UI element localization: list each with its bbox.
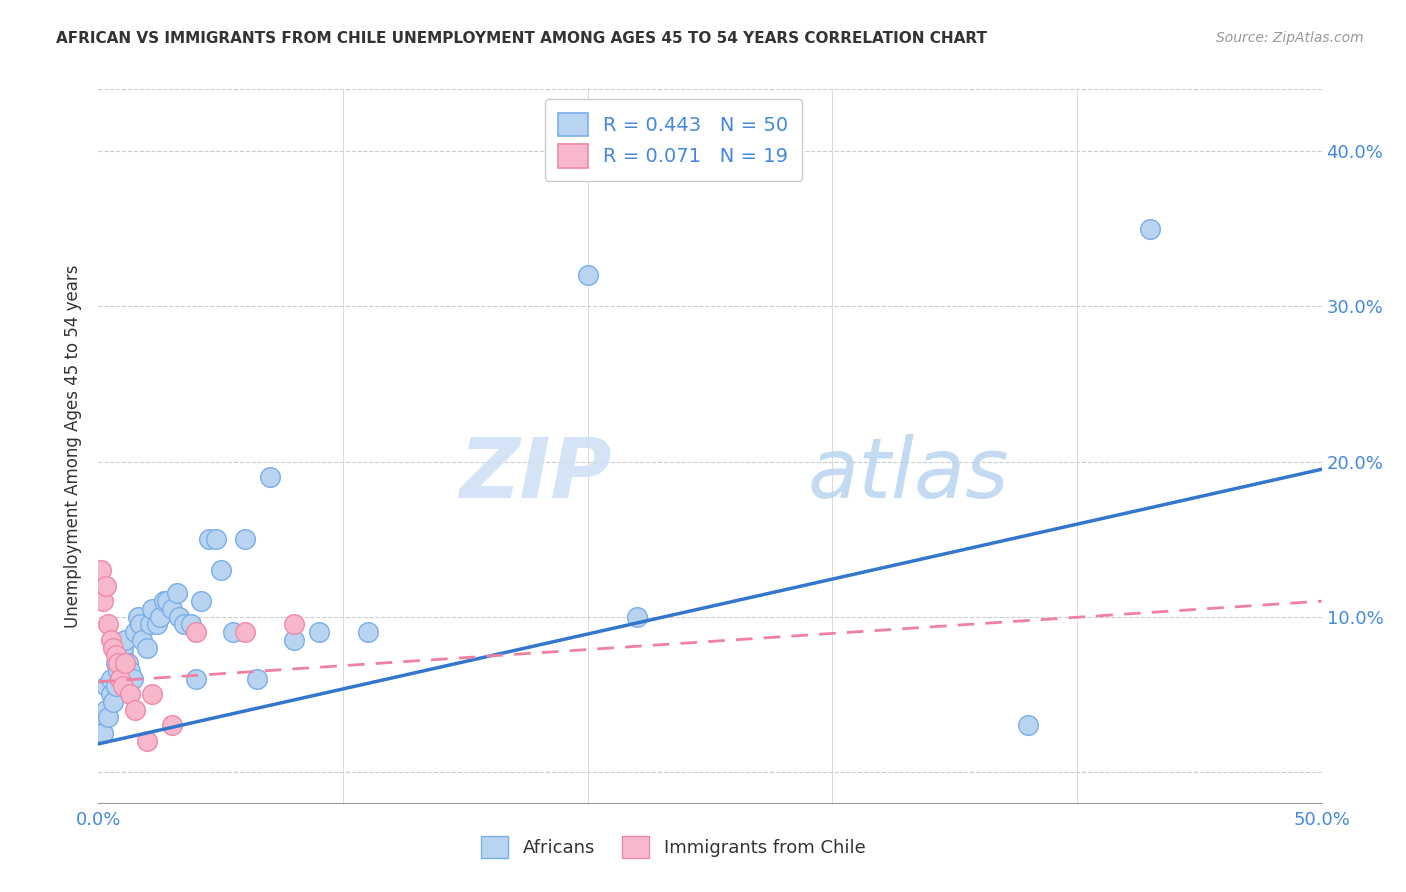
Africans <box>356 625 378 640</box>
Africans <box>100 672 122 686</box>
Immigrants from Chile <box>97 617 120 632</box>
Africans <box>626 609 648 624</box>
Text: Source: ZipAtlas.com: Source: ZipAtlas.com <box>1216 31 1364 45</box>
Africans <box>127 609 149 624</box>
Africans <box>246 672 269 686</box>
Africans <box>259 470 281 484</box>
Africans <box>110 672 132 686</box>
Immigrants from Chile <box>120 687 142 701</box>
Africans <box>1017 718 1039 732</box>
Africans <box>94 703 117 717</box>
Africans <box>205 532 228 546</box>
Immigrants from Chile <box>124 703 146 717</box>
Africans <box>197 532 219 546</box>
Africans <box>104 680 127 694</box>
Africans <box>111 648 134 663</box>
Africans <box>283 632 305 647</box>
Africans <box>308 625 330 640</box>
Africans <box>149 609 172 624</box>
Y-axis label: Unemployment Among Ages 45 to 54 years: Unemployment Among Ages 45 to 54 years <box>65 264 83 628</box>
Immigrants from Chile <box>283 617 305 632</box>
Africans <box>190 594 212 608</box>
Africans <box>91 726 114 740</box>
Africans <box>173 617 195 632</box>
Africans <box>100 687 122 701</box>
Immigrants from Chile <box>136 733 159 747</box>
Africans <box>124 625 146 640</box>
Africans <box>120 664 142 678</box>
Immigrants from Chile <box>94 579 117 593</box>
Text: atlas: atlas <box>808 434 1010 515</box>
Text: ZIP: ZIP <box>460 434 612 515</box>
Immigrants from Chile <box>233 625 256 640</box>
Africans <box>186 672 208 686</box>
Africans <box>160 602 183 616</box>
Africans <box>233 532 256 546</box>
Africans <box>129 617 152 632</box>
Immigrants from Chile <box>91 594 114 608</box>
Immigrants from Chile <box>90 563 112 577</box>
Africans <box>121 672 143 686</box>
Immigrants from Chile <box>107 656 129 670</box>
Africans <box>117 656 139 670</box>
Immigrants from Chile <box>141 687 163 701</box>
Africans <box>156 594 179 608</box>
Africans <box>101 695 124 709</box>
Africans <box>167 609 190 624</box>
Africans <box>1139 222 1161 236</box>
Africans <box>166 586 188 600</box>
Africans <box>97 710 120 724</box>
Africans <box>111 640 134 655</box>
Immigrants from Chile <box>101 640 124 655</box>
Immigrants from Chile <box>186 625 208 640</box>
Africans <box>139 617 162 632</box>
Africans <box>114 632 136 647</box>
Africans <box>131 632 153 647</box>
Africans <box>136 640 159 655</box>
Africans <box>209 563 232 577</box>
Immigrants from Chile <box>160 718 183 732</box>
Africans <box>146 617 169 632</box>
Text: AFRICAN VS IMMIGRANTS FROM CHILE UNEMPLOYMENT AMONG AGES 45 TO 54 YEARS CORRELAT: AFRICAN VS IMMIGRANTS FROM CHILE UNEMPLO… <box>56 31 987 46</box>
Immigrants from Chile <box>111 680 134 694</box>
Africans <box>153 594 176 608</box>
Legend: Africans, Immigrants from Chile: Africans, Immigrants from Chile <box>474 829 873 865</box>
Immigrants from Chile <box>114 656 136 670</box>
Africans <box>107 664 129 678</box>
Immigrants from Chile <box>104 648 127 663</box>
Africans <box>94 680 117 694</box>
Africans <box>576 268 599 283</box>
Immigrants from Chile <box>110 672 132 686</box>
Africans <box>180 617 202 632</box>
Africans <box>141 602 163 616</box>
Africans <box>222 625 245 640</box>
Immigrants from Chile <box>100 632 122 647</box>
Africans <box>104 656 127 670</box>
Africans <box>90 718 112 732</box>
